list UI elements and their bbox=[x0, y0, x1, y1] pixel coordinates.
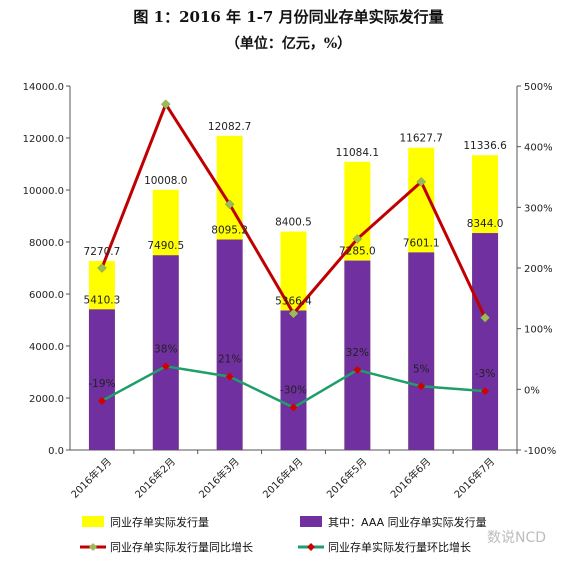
bars bbox=[88, 135, 499, 451]
left-tick-label: 4000.0 bbox=[29, 342, 64, 353]
right-tick-label: 300% bbox=[524, 203, 553, 214]
total-issuance-label: 11336.6 bbox=[463, 140, 507, 152]
mom-growth-point bbox=[481, 387, 490, 396]
mom-growth-label: -19% bbox=[88, 378, 115, 390]
legend-mom-growth-marker bbox=[307, 543, 315, 551]
total-issuance-label: 10008.0 bbox=[144, 175, 187, 187]
left-tick-label: 12000.0 bbox=[23, 134, 64, 145]
left-tick-label: 2000.0 bbox=[29, 394, 64, 405]
yoy-growth-point bbox=[160, 99, 171, 110]
right-tick-label: 500% bbox=[524, 82, 553, 93]
mom-growth-label: -30% bbox=[280, 385, 307, 397]
aaa-issuance-bar bbox=[408, 252, 435, 450]
aaa-issuance-bar bbox=[344, 260, 371, 450]
chart-subtitle: （单位：亿元，%） bbox=[225, 36, 352, 52]
x-tick-label: 2016年1月 bbox=[68, 455, 114, 501]
mom-growth-point bbox=[97, 396, 106, 405]
right-tick-label: 200% bbox=[524, 264, 553, 275]
mom-growth-label: 5% bbox=[413, 363, 430, 375]
yoy-growth-point bbox=[416, 176, 427, 187]
aaa-issuance-label: 7490.5 bbox=[147, 240, 184, 252]
total-issuance-label: 8400.5 bbox=[275, 217, 312, 229]
aaa-issuance-bar bbox=[216, 239, 243, 450]
right-tick-label: 100% bbox=[524, 325, 553, 336]
right-tick-label: 0% bbox=[524, 385, 540, 396]
x-tick-label: 2016年5月 bbox=[324, 455, 370, 501]
left-tick-label: 6000.0 bbox=[29, 290, 64, 301]
lines bbox=[97, 99, 490, 412]
yoy-growth-point bbox=[97, 263, 107, 273]
mom-growth-point bbox=[289, 403, 298, 412]
yoy-growth-point bbox=[352, 234, 363, 244]
legend-total-issuance-label: 同业存单实际发行量 bbox=[110, 515, 209, 529]
mom-growth-point bbox=[417, 382, 426, 391]
watermark-text: 数说NCD bbox=[487, 530, 546, 546]
right-tick-label: 400% bbox=[524, 143, 553, 154]
x-tick-label: 2016年7月 bbox=[451, 455, 497, 501]
yoy-growth-point bbox=[224, 199, 235, 210]
total-issuance-label: 12082.7 bbox=[208, 121, 251, 133]
aaa-issuance-label: 7285.0 bbox=[339, 246, 376, 258]
left-tick-label: 10000.0 bbox=[23, 186, 64, 197]
total-issuance-label: 7270.7 bbox=[84, 246, 121, 258]
aaa-issuance-label: 8344.0 bbox=[467, 218, 504, 230]
left-tick-label: 8000.0 bbox=[29, 238, 64, 249]
data-labels: 7270.7 10008.0 12082.7 8400.5 11084.1 11627.7… bbox=[84, 121, 508, 397]
x-tick-label: 2016年6月 bbox=[388, 455, 434, 501]
total-issuance-label: 11084.1 bbox=[336, 147, 379, 159]
legend-yoy-growth-marker bbox=[89, 543, 97, 551]
aaa-issuance-bar bbox=[280, 310, 307, 450]
x-tick-label: 2016年2月 bbox=[132, 455, 178, 501]
aaa-issuance-label: 5410.3 bbox=[84, 294, 121, 306]
mom-growth-label: 38% bbox=[154, 343, 177, 355]
mom-growth-label: -3% bbox=[475, 368, 495, 380]
legend-mom-growth-label: 同业存单实际发行量环比增长 bbox=[328, 540, 471, 554]
aaa-issuance-label: 5366.4 bbox=[275, 295, 312, 307]
aaa-issuance-bar bbox=[472, 233, 499, 450]
legend-aaa-issuance-swatch bbox=[300, 516, 322, 527]
yoy-growth-point bbox=[480, 312, 490, 323]
mom-growth-label: 32% bbox=[346, 347, 369, 359]
aaa-issuance-bar bbox=[88, 309, 115, 450]
aaa-issuance-bar bbox=[152, 255, 179, 450]
mom-growth-point bbox=[161, 362, 170, 371]
mom-growth-point bbox=[225, 372, 234, 381]
aaa-issuance-label: 8095.2 bbox=[211, 225, 248, 237]
mom-growth-point bbox=[353, 365, 362, 374]
yoy-growth-point bbox=[288, 308, 299, 319]
right-tick-label: -100% bbox=[524, 446, 556, 457]
mom-growth-label: 21% bbox=[218, 354, 241, 366]
chart-title: 图 1：2016 年 1-7 月份同业存单实际发行量 bbox=[133, 8, 444, 26]
legend-total-issuance-swatch bbox=[82, 516, 104, 527]
left-tick-label: 0.0 bbox=[48, 446, 64, 457]
left-tick-label: 14000.0 bbox=[23, 82, 64, 93]
x-tick-label: 2016年3月 bbox=[196, 455, 242, 501]
x-tick-label: 2016年4月 bbox=[260, 455, 306, 501]
aaa-issuance-label: 7601.1 bbox=[403, 237, 440, 249]
legend-aaa-issuance-label: 其中：AAA 同业存单实际发行量 bbox=[328, 515, 487, 529]
total-issuance-label: 11627.7 bbox=[400, 133, 443, 145]
legend-yoy-growth-label: 同业存单实际发行量同比增长 bbox=[110, 540, 253, 554]
